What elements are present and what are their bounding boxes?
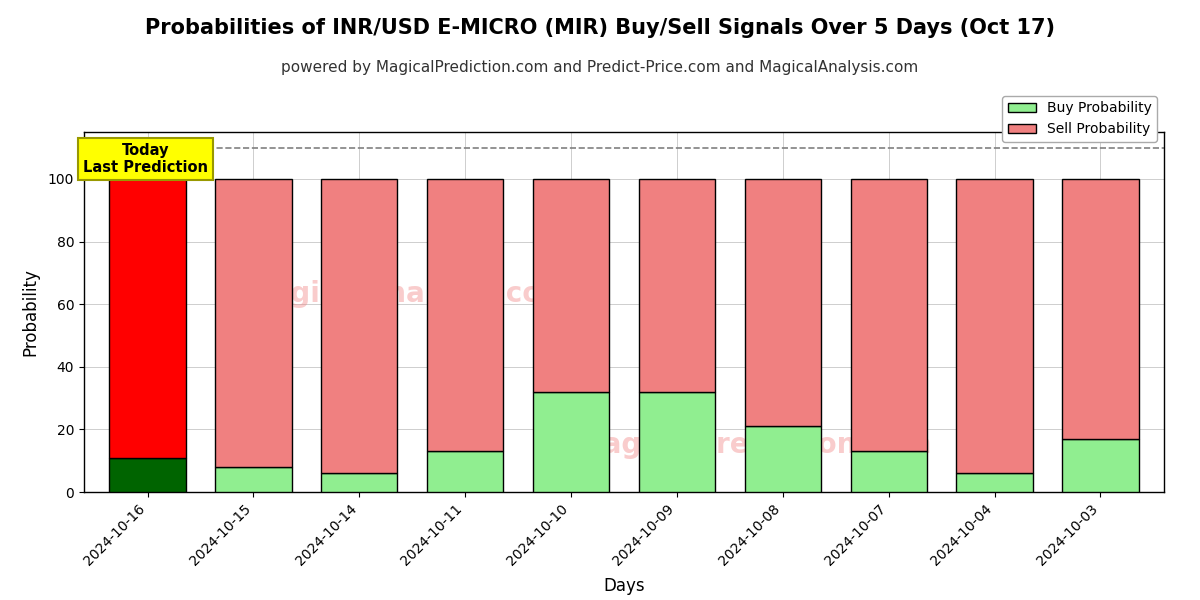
Bar	[745, 426, 821, 492]
Bar	[215, 179, 292, 467]
Bar	[638, 392, 715, 492]
Bar	[851, 179, 926, 451]
Bar	[956, 179, 1033, 473]
Bar	[322, 473, 397, 492]
Text: Today
Last Prediction: Today Last Prediction	[83, 143, 208, 175]
Bar	[109, 179, 186, 458]
Bar	[1062, 439, 1139, 492]
Bar	[109, 458, 186, 492]
Bar	[215, 467, 292, 492]
Bar	[851, 451, 926, 492]
Text: MagicalAnalysis.com: MagicalAnalysis.com	[245, 280, 571, 308]
Bar	[956, 473, 1033, 492]
Legend: Buy Probability, Sell Probability: Buy Probability, Sell Probability	[1002, 96, 1157, 142]
Text: MagicalPrediction.com: MagicalPrediction.com	[575, 431, 932, 459]
Bar	[533, 179, 610, 392]
Bar	[427, 451, 503, 492]
Y-axis label: Probability: Probability	[22, 268, 40, 356]
X-axis label: Days: Days	[604, 577, 644, 595]
Bar	[1062, 179, 1139, 439]
Text: powered by MagicalPrediction.com and Predict-Price.com and MagicalAnalysis.com: powered by MagicalPrediction.com and Pre…	[281, 60, 919, 75]
Bar	[745, 179, 821, 426]
Bar	[322, 179, 397, 473]
Text: Probabilities of INR/USD E-MICRO (MIR) Buy/Sell Signals Over 5 Days (Oct 17): Probabilities of INR/USD E-MICRO (MIR) B…	[145, 18, 1055, 38]
Bar	[533, 392, 610, 492]
Bar	[638, 179, 715, 392]
Bar	[427, 179, 503, 451]
